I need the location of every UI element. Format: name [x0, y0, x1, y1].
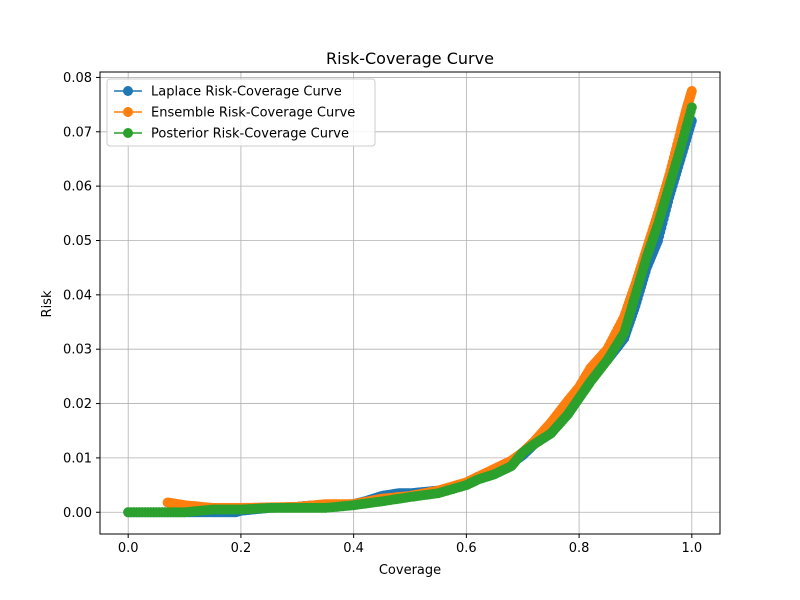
axes-frame: [99, 71, 721, 535]
y-tick-label: 0.02: [63, 397, 92, 412]
legend-label: Posterior Risk-Coverage Curve: [151, 127, 349, 142]
legend-entry: Ensemble Risk-Coverage Curve: [114, 106, 355, 121]
x-axis-label: Coverage: [379, 563, 441, 578]
legend-label: Ensemble Risk-Coverage Curve: [151, 106, 355, 121]
y-tick-label: 0.03: [63, 343, 92, 358]
y-tick-label: 0.07: [63, 125, 92, 140]
x-axis-ticks: 0.0 0.2 0.4 0.6 0.8 1.0: [118, 534, 702, 556]
x-tick-label: 1.0: [681, 541, 702, 556]
x-tick-label: 0.0: [118, 541, 139, 556]
legend-marker: [123, 107, 133, 117]
legend-box: [106, 78, 376, 147]
series-layer: [123, 86, 697, 518]
y-tick-label: 0.01: [63, 451, 92, 466]
legend-entry: Laplace Risk-Coverage Curve: [114, 85, 342, 100]
series-3: [123, 102, 697, 518]
chart-title: Risk-Coverage Curve: [326, 49, 494, 68]
y-tick-label: 0.04: [63, 288, 92, 303]
x-tick-label: 0.4: [343, 541, 364, 556]
y-tick-label: 0.00: [63, 506, 92, 521]
x-tick-label: 0.2: [231, 541, 252, 556]
legend-marker: [123, 86, 133, 96]
series-marker: [686, 102, 697, 113]
y-tick-label: 0.08: [63, 71, 92, 86]
series-marker: [686, 86, 697, 97]
legend-label: Laplace Risk-Coverage Curve: [151, 85, 342, 100]
y-tick-label: 0.06: [63, 180, 92, 195]
y-axis-ticks: 0.00 0.01 0.02 0.03 0.04 0.05 0.06 0.07 0.08: [63, 71, 100, 521]
x-tick-label: 0.8: [569, 541, 590, 556]
legend-marker: [123, 128, 133, 138]
legend-entry: Posterior Risk-Coverage Curve: [114, 127, 349, 142]
y-tick-label: 0.05: [63, 234, 92, 249]
legend: Laplace Risk-Coverage Curve Ensemble Risk…: [106, 78, 376, 147]
x-tick-label: 0.6: [456, 541, 477, 556]
y-axis-label: Risk: [40, 290, 55, 317]
